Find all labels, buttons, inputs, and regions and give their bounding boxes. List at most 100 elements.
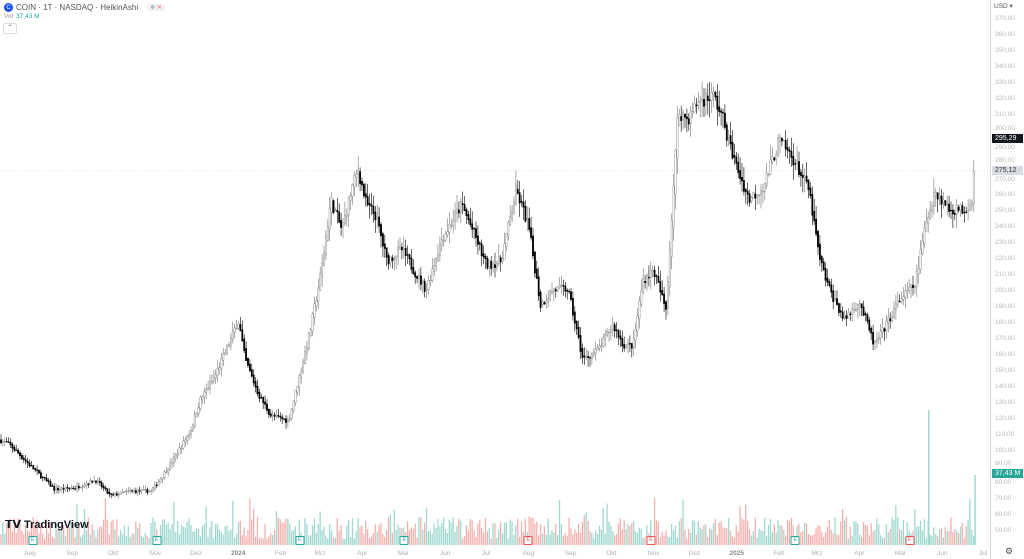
earnings-marker[interactable]: E <box>905 536 915 545</box>
candle-body <box>59 489 61 491</box>
symbol-title[interactable]: COIN · 1T · NASDAQ · HeikinAshi <box>16 3 139 12</box>
candle-body <box>830 284 833 293</box>
snowflake-icon[interactable]: ❄ <box>150 5 156 11</box>
volume-bar <box>786 519 789 545</box>
volume-bar <box>974 475 976 545</box>
brand-name: TradingView <box>24 519 89 531</box>
candle-body <box>77 486 80 489</box>
y-tick-label: 80,00 <box>995 479 1012 486</box>
volume-bar <box>78 523 80 545</box>
earnings-marker[interactable]: E <box>646 536 656 545</box>
currency-selector[interactable]: USD ▾ <box>994 3 1013 10</box>
price-plot[interactable] <box>0 0 990 545</box>
earnings-marker[interactable]: E <box>28 536 38 545</box>
x-tick-label: Feb <box>773 550 785 557</box>
volume-tag: 37,43 M <box>992 469 1023 478</box>
candle-body <box>855 308 857 311</box>
candle-body <box>591 353 593 359</box>
earnings-marker[interactable]: E <box>523 536 533 545</box>
gear-icon[interactable]: ⚙ <box>1005 546 1014 556</box>
volume-bar <box>408 530 411 545</box>
x-tick-label: Aug <box>24 550 36 557</box>
volume-bar <box>676 537 678 545</box>
candle-body <box>287 419 289 422</box>
volume-bar <box>596 534 599 545</box>
candle-body <box>944 200 947 206</box>
volume-bar <box>448 519 450 545</box>
time-axis[interactable]: Aug Sep Okt Nov Dez 2024 Feb Mrz Apr Mai Jun Jul Aug… <box>0 545 990 559</box>
volume-bar <box>175 531 177 545</box>
volume-bar <box>338 531 340 545</box>
volume-bar <box>600 529 602 545</box>
volume-bar <box>218 529 221 545</box>
candle-body <box>32 465 35 470</box>
volume-bar <box>773 524 775 545</box>
candle-body <box>741 176 743 182</box>
candle-body <box>138 490 141 492</box>
candle-body <box>817 231 819 248</box>
candle-body <box>763 183 766 192</box>
volume-bar <box>928 410 930 545</box>
candle-body <box>636 315 639 332</box>
candle-body <box>782 140 785 142</box>
volume-bar <box>42 533 44 545</box>
candle-body <box>695 104 698 107</box>
candle-body <box>70 487 73 490</box>
candle-body <box>919 249 922 270</box>
candle-body <box>866 314 869 322</box>
volume-bar <box>614 535 616 545</box>
volume-bar <box>610 525 612 545</box>
volume-bar <box>817 524 819 545</box>
earnings-marker[interactable]: E <box>295 536 305 545</box>
volume-bar <box>710 529 713 545</box>
close-icon[interactable]: ✕ <box>156 5 162 11</box>
volume-bar <box>55 522 57 545</box>
volume-bar <box>938 529 941 545</box>
volume-bar <box>498 529 500 545</box>
candle-body <box>579 335 582 352</box>
candle-body <box>832 290 835 303</box>
candle-body <box>26 460 29 464</box>
volume-bar <box>477 523 479 545</box>
volume-bar <box>279 519 281 545</box>
volume-bar <box>36 519 38 545</box>
volume-bar <box>59 531 61 545</box>
candle-body <box>366 196 369 206</box>
collapse-legend-button[interactable]: ⌃ <box>3 23 17 34</box>
candle-body <box>484 256 487 260</box>
volume-bar <box>921 530 924 545</box>
candle-body <box>3 441 6 443</box>
volume-bar <box>726 527 728 545</box>
volume-bar <box>690 532 692 545</box>
candle-body <box>129 490 132 492</box>
candle-body <box>57 488 59 491</box>
volume-bar <box>724 528 726 545</box>
tradingview-logo[interactable]: 𝗧𝗩 TradingView <box>5 519 89 532</box>
volume-bar <box>644 536 646 545</box>
volume-bar <box>91 524 93 545</box>
legend-actions[interactable]: ❄ ✕ <box>147 4 165 11</box>
volume-bar <box>952 532 954 545</box>
candle-body <box>712 91 715 95</box>
earnings-marker[interactable]: E <box>399 536 409 545</box>
earnings-marker[interactable]: E <box>790 536 800 545</box>
candle-body <box>60 487 63 490</box>
candle-body <box>613 324 616 332</box>
earnings-marker[interactable]: E <box>152 536 162 545</box>
volume-bar <box>650 520 652 545</box>
x-tick-label: Apr <box>357 550 368 557</box>
candle-body <box>241 329 244 342</box>
volume-bar <box>201 526 203 545</box>
volume-bar <box>792 525 794 545</box>
candle-body <box>254 381 257 388</box>
volume-bar <box>745 504 747 545</box>
candle-body <box>231 330 234 340</box>
candle-body <box>534 251 536 274</box>
candle-body <box>505 233 508 248</box>
candle-body <box>353 175 356 188</box>
candle-body <box>467 214 470 221</box>
candle-body <box>731 142 734 159</box>
x-tick-label: Okt <box>606 550 617 557</box>
candle-body <box>689 110 692 124</box>
price-axis[interactable]: USD ▾ 370,00 360,00 350,00 340,00 330,00 320,… <box>990 0 1024 559</box>
